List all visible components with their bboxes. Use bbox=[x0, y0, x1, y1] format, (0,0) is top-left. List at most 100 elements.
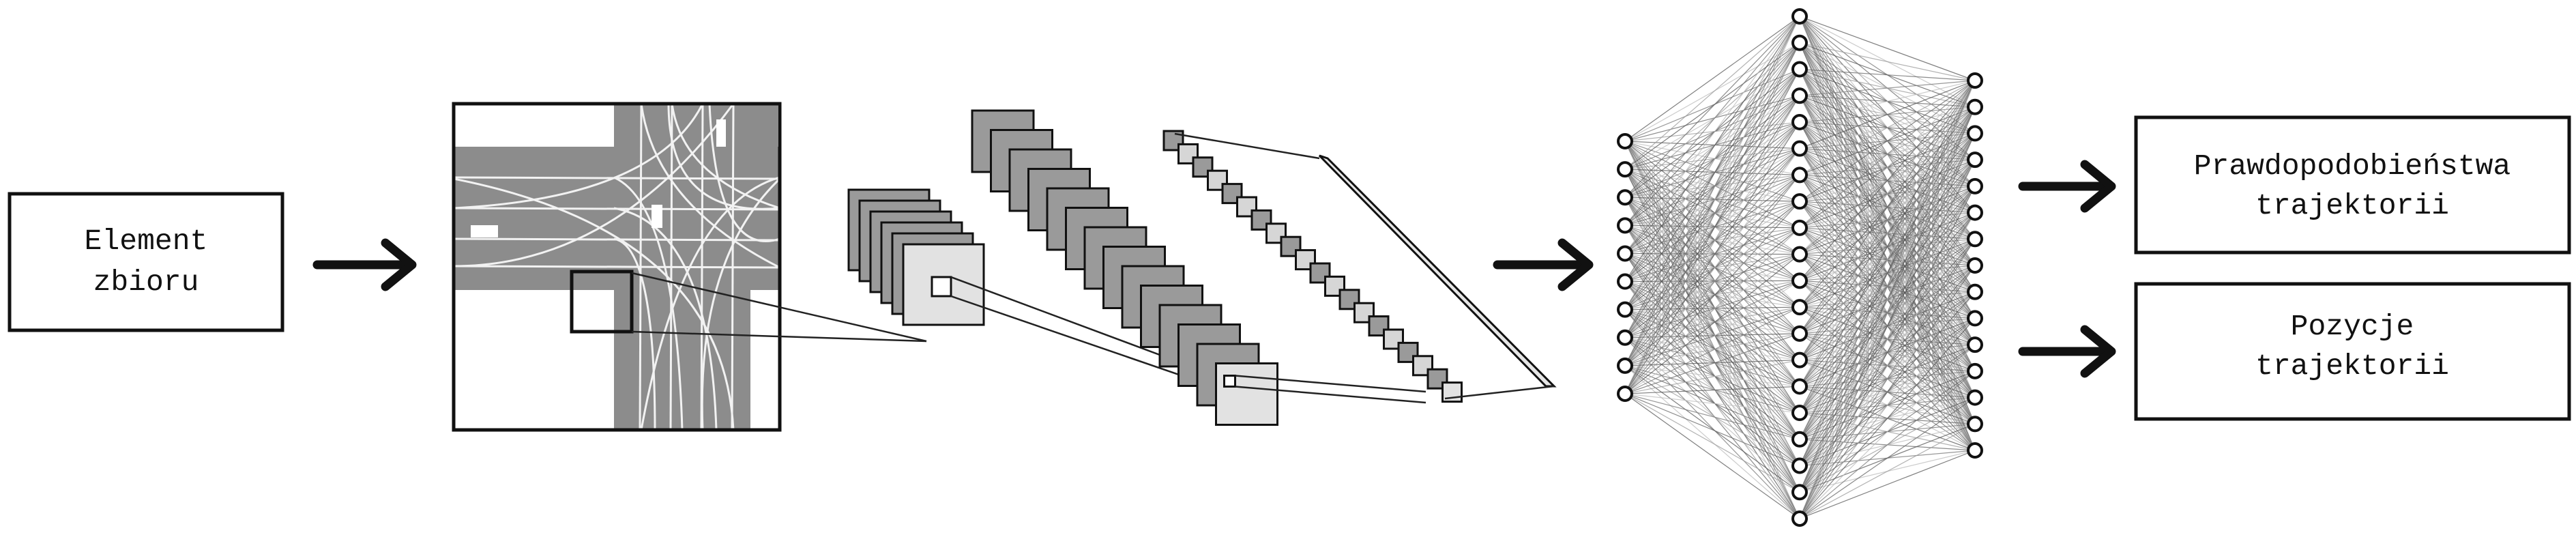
feature-map bbox=[1265, 222, 1287, 244]
network-edge bbox=[1624, 95, 1800, 142]
network-edge bbox=[1624, 16, 1800, 394]
network-edge bbox=[1624, 252, 1800, 387]
network-edge bbox=[1624, 197, 1800, 202]
neuron-node bbox=[1967, 98, 1983, 115]
network-edge bbox=[1624, 306, 1800, 310]
neuron-node bbox=[1791, 378, 1808, 395]
neuron-node bbox=[1967, 72, 1983, 89]
network-edge bbox=[1799, 238, 1976, 519]
network-edge bbox=[1624, 174, 1800, 283]
network-edge bbox=[1624, 121, 1800, 366]
network-edge bbox=[1624, 280, 1800, 310]
network-edge bbox=[1624, 148, 1800, 394]
neuron-node bbox=[1791, 325, 1808, 342]
neuron-node bbox=[1617, 301, 1633, 318]
network-edge bbox=[1624, 393, 1800, 414]
neuron-node bbox=[1791, 299, 1808, 316]
arrow-cnn-to-network bbox=[1493, 238, 1594, 291]
network-edge bbox=[1624, 141, 1800, 281]
neuron-node bbox=[1791, 272, 1808, 289]
neuron-node bbox=[1967, 389, 1983, 406]
network-edge bbox=[1624, 174, 1800, 310]
network-edge bbox=[1624, 225, 1800, 281]
network-edge bbox=[1624, 121, 1800, 226]
network-edge bbox=[1624, 141, 1800, 387]
projection-lines-1 bbox=[631, 272, 927, 343]
network-edge bbox=[1624, 393, 1800, 493]
neuron-node bbox=[1791, 61, 1808, 78]
network-edge bbox=[1624, 309, 1800, 414]
feature-map bbox=[1338, 289, 1360, 310]
network-edge bbox=[1799, 80, 1976, 308]
network-edge bbox=[1624, 254, 1800, 366]
network-edge bbox=[1624, 69, 1800, 310]
network-edge bbox=[1624, 141, 1800, 229]
network-edge bbox=[1624, 169, 1800, 360]
output-box-positions: Pozycje trajektorii bbox=[2134, 282, 2571, 421]
network-edge bbox=[1624, 280, 1800, 366]
network-edge bbox=[1624, 227, 1800, 394]
neuron-node bbox=[1791, 219, 1808, 236]
network-edge bbox=[1624, 201, 1800, 394]
arrow-input-to-map bbox=[312, 238, 417, 291]
network-edge bbox=[1624, 141, 1800, 202]
network-edge bbox=[1799, 159, 1976, 519]
network-edge bbox=[1624, 225, 1800, 361]
network-edge bbox=[1624, 252, 1800, 281]
neuron-node bbox=[1617, 161, 1633, 178]
network-edge bbox=[1624, 280, 1800, 283]
network-edge bbox=[1799, 80, 1976, 149]
network-edge bbox=[1799, 133, 1976, 519]
projection-line bbox=[1235, 386, 1426, 404]
map-raster-image bbox=[452, 102, 782, 432]
network-edge bbox=[1799, 212, 1976, 519]
network-edge bbox=[1624, 42, 1800, 282]
flatten-projection bbox=[1174, 132, 1557, 400]
feature-map bbox=[1250, 209, 1272, 231]
network-edge bbox=[1624, 141, 1800, 176]
network-edge bbox=[1624, 227, 1800, 310]
network-edge bbox=[1624, 337, 1800, 467]
neuron-node bbox=[1617, 273, 1633, 290]
network-edge bbox=[1624, 16, 1800, 198]
network-edge bbox=[1624, 281, 1800, 361]
network-edge bbox=[1624, 121, 1800, 170]
neuron-node bbox=[1791, 113, 1808, 130]
network-edge bbox=[1799, 80, 1976, 440]
network-edge bbox=[1624, 69, 1800, 394]
network-edge bbox=[1624, 337, 1800, 519]
network-edge bbox=[1624, 197, 1800, 281]
neuron-node bbox=[1967, 310, 1983, 327]
network-edge bbox=[1624, 148, 1800, 226]
network-edge bbox=[1799, 68, 1976, 81]
network-edge bbox=[1624, 141, 1800, 360]
network-edge bbox=[1624, 333, 1800, 338]
network-edge bbox=[1624, 386, 1800, 394]
network-edge bbox=[1624, 68, 1800, 170]
network-edge bbox=[1624, 253, 1800, 414]
network-edge bbox=[1799, 318, 1976, 519]
network-edge bbox=[1624, 359, 1800, 366]
network-edge bbox=[1624, 197, 1800, 387]
neuron-node bbox=[1967, 257, 1983, 274]
network-edge bbox=[1624, 306, 1800, 366]
network-edge bbox=[1624, 95, 1800, 198]
network-edge bbox=[1624, 42, 1800, 142]
network-edge bbox=[1624, 148, 1800, 338]
network-edge bbox=[1624, 174, 1800, 338]
network-connections bbox=[1624, 16, 1976, 519]
network-edge bbox=[1624, 175, 1800, 394]
network-edge bbox=[1624, 254, 1800, 394]
network-edge bbox=[1624, 95, 1800, 338]
network-edge bbox=[1624, 169, 1800, 229]
network-edge bbox=[1624, 337, 1800, 387]
network-edge bbox=[1799, 80, 1976, 96]
network-edge bbox=[1624, 252, 1800, 334]
network-edge bbox=[1624, 16, 1800, 366]
network-edge bbox=[1624, 68, 1800, 142]
network-edge bbox=[1624, 169, 1800, 334]
network-edge bbox=[1624, 365, 1800, 493]
neuron-node bbox=[1791, 351, 1808, 368]
network-edge bbox=[1624, 201, 1800, 283]
